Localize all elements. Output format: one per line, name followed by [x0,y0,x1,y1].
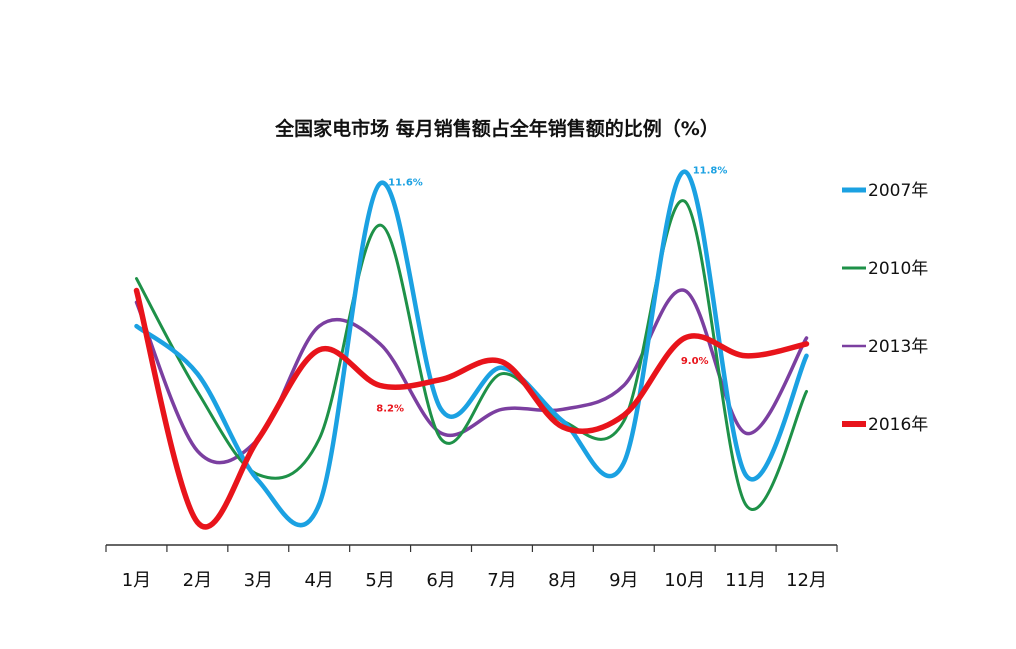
legend-label: 2013年 [868,337,928,357]
x-tick-label: 9月 [609,570,638,591]
x-tick-label: 11月 [725,570,766,591]
legend-item-2013: 2013年 [842,337,928,357]
data-label: 11.8% [693,166,728,177]
x-tick-label: 4月 [304,570,333,591]
legend-item-2007: 2007年 [842,181,928,201]
x-tick-label: 12月 [786,570,827,591]
legend-item-2016: 2016年 [842,415,928,435]
x-tick-label: 7月 [487,570,516,591]
series-lines [133,169,810,530]
x-tick-label: 1月 [122,570,151,591]
legend-label: 2007年 [868,181,928,201]
chart-title: 全国家电市场 每月销售额占全年销售额的比例（%） [274,117,719,140]
legend-item-2010: 2010年 [842,259,928,279]
x-tick-label: 8月 [548,570,577,591]
x-tick-label: 6月 [426,570,455,591]
series-line-2013 [134,288,809,465]
legend: 2007年 2010年 2013年 2016年 [842,181,928,435]
x-tick-label: 3月 [244,570,273,591]
data-labels: 11.6% 11.8% 8.2% 9.0% [376,166,727,415]
x-tick-label: 5月 [365,570,394,591]
x-tick-label: 2月 [183,570,212,591]
series-line-2010 [135,199,808,511]
data-label: 9.0% [681,356,709,367]
data-label: 8.2% [376,404,404,415]
x-tick-label: 10月 [664,570,705,591]
legend-label: 2010年 [868,259,928,279]
series-line-2007 [134,169,809,528]
series-line-2016 [133,287,810,530]
legend-label: 2016年 [868,415,928,435]
x-axis: 1月 2月 3月 4月 5月 6月 7月 8月 9月 10月 11月 12月 [105,544,838,591]
data-label: 11.6% [388,177,423,188]
